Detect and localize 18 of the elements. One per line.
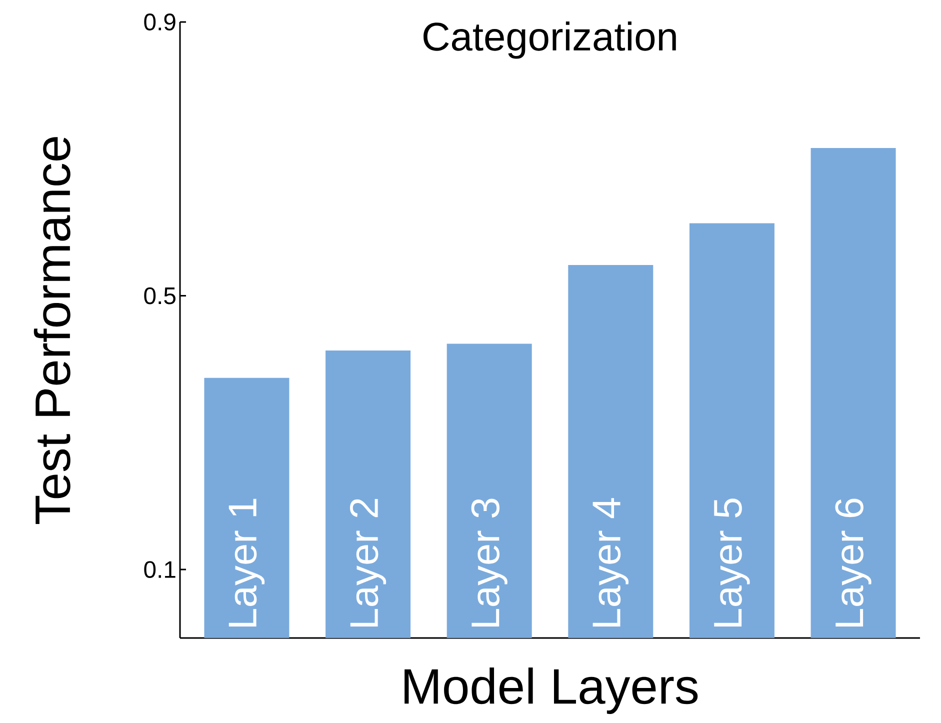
- chart-title: Categorization: [424, 22, 676, 59]
- x-axis-title: Model Layers: [404, 668, 698, 714]
- x-tick-label: Layer 2: [350, 498, 386, 627]
- y-tick-label: 0.5: [144, 287, 176, 304]
- y-tick-label: 0.1: [144, 561, 176, 578]
- x-tick-label: Layer 4: [592, 498, 628, 627]
- x-tick-label: Layer 1: [228, 498, 265, 627]
- bar: [689, 223, 774, 638]
- x-tick-label: Layer 3: [471, 498, 508, 627]
- x-tick-label: Layer 5: [714, 498, 750, 627]
- bar: [568, 264, 654, 638]
- y-tick-label: 0.9: [144, 14, 176, 30]
- bar: [810, 148, 896, 638]
- bar: [204, 378, 290, 638]
- bar: [326, 350, 411, 638]
- x-tick-label: Layer 6: [835, 498, 872, 627]
- y-axis-title: Test Performance: [34, 137, 70, 524]
- bar: [446, 344, 532, 638]
